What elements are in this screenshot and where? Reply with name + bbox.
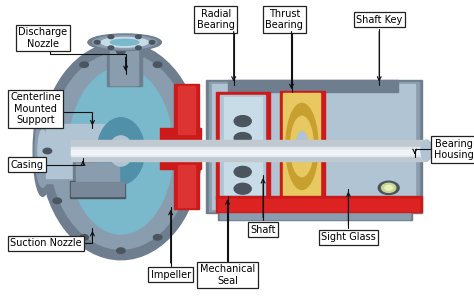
Ellipse shape bbox=[296, 131, 308, 162]
Circle shape bbox=[117, 49, 125, 54]
Bar bbox=[224, 97, 262, 194]
Text: Mechanical
Seal: Mechanical Seal bbox=[200, 264, 255, 286]
Text: Shaft Key: Shaft Key bbox=[356, 14, 402, 25]
Ellipse shape bbox=[40, 42, 201, 260]
Circle shape bbox=[234, 149, 251, 160]
Bar bbox=[185, 143, 194, 158]
Bar bbox=[76, 163, 118, 181]
Bar bbox=[174, 162, 199, 209]
Bar bbox=[178, 86, 195, 134]
Bar bbox=[280, 91, 325, 202]
Circle shape bbox=[154, 62, 162, 67]
Circle shape bbox=[382, 183, 396, 192]
Bar bbox=[206, 80, 422, 213]
Circle shape bbox=[234, 183, 251, 194]
Ellipse shape bbox=[291, 116, 313, 177]
Text: Sight Glass: Sight Glass bbox=[321, 232, 376, 242]
Text: Centerline
Mounted
Support: Centerline Mounted Support bbox=[10, 92, 61, 125]
Ellipse shape bbox=[38, 130, 47, 172]
Ellipse shape bbox=[88, 34, 161, 51]
Bar bbox=[216, 196, 422, 212]
Circle shape bbox=[385, 185, 392, 190]
Bar bbox=[70, 181, 125, 198]
Ellipse shape bbox=[110, 39, 139, 45]
Circle shape bbox=[80, 235, 88, 240]
Circle shape bbox=[53, 198, 62, 204]
Ellipse shape bbox=[97, 118, 145, 184]
Text: Impeller: Impeller bbox=[151, 270, 191, 280]
Circle shape bbox=[136, 35, 141, 39]
Bar bbox=[71, 182, 124, 196]
Ellipse shape bbox=[92, 36, 156, 49]
Bar bbox=[160, 156, 201, 169]
Bar bbox=[218, 208, 412, 220]
Bar bbox=[216, 92, 270, 199]
Circle shape bbox=[154, 235, 162, 240]
Ellipse shape bbox=[109, 136, 133, 166]
Text: Suction Nozzle: Suction Nozzle bbox=[10, 238, 82, 248]
Bar bbox=[71, 140, 427, 161]
Text: Thrust
Bearing: Thrust Bearing bbox=[265, 9, 303, 31]
Bar bbox=[160, 128, 201, 142]
Bar bbox=[218, 199, 419, 211]
Circle shape bbox=[80, 62, 89, 67]
Circle shape bbox=[117, 248, 125, 253]
Bar bbox=[73, 162, 121, 183]
Ellipse shape bbox=[50, 53, 192, 249]
Circle shape bbox=[53, 98, 62, 104]
Bar bbox=[43, 119, 118, 183]
Bar bbox=[212, 84, 415, 209]
Circle shape bbox=[108, 46, 114, 50]
Bar bbox=[107, 44, 142, 86]
Circle shape bbox=[108, 35, 114, 39]
Bar bbox=[110, 44, 138, 85]
Circle shape bbox=[234, 166, 251, 177]
Circle shape bbox=[234, 116, 251, 127]
Bar bbox=[174, 84, 199, 137]
Ellipse shape bbox=[33, 106, 52, 196]
Circle shape bbox=[378, 181, 399, 194]
Bar bbox=[283, 93, 320, 200]
Text: Shaft: Shaft bbox=[250, 224, 276, 235]
Circle shape bbox=[180, 98, 189, 104]
Circle shape bbox=[43, 148, 52, 154]
Ellipse shape bbox=[421, 140, 432, 161]
Circle shape bbox=[149, 40, 155, 44]
Bar bbox=[228, 80, 398, 92]
Bar bbox=[408, 141, 422, 149]
Bar bbox=[220, 209, 410, 219]
Bar bbox=[178, 165, 195, 207]
Ellipse shape bbox=[69, 68, 173, 234]
Text: Discharge
Nozzle: Discharge Nozzle bbox=[18, 27, 67, 49]
Circle shape bbox=[180, 198, 189, 204]
Bar bbox=[71, 147, 427, 156]
Circle shape bbox=[136, 46, 141, 50]
Bar bbox=[71, 150, 427, 154]
Bar bbox=[46, 124, 118, 178]
Text: Radial
Bearing: Radial Bearing bbox=[197, 9, 235, 31]
Text: Bearing
Housing: Bearing Housing bbox=[434, 139, 474, 160]
Ellipse shape bbox=[35, 115, 50, 187]
Ellipse shape bbox=[286, 103, 318, 190]
Circle shape bbox=[190, 148, 199, 154]
Circle shape bbox=[234, 133, 251, 143]
Bar bbox=[220, 95, 265, 196]
Circle shape bbox=[94, 40, 100, 44]
Text: Casing: Casing bbox=[10, 159, 44, 170]
Ellipse shape bbox=[101, 37, 148, 47]
Bar bbox=[209, 82, 419, 211]
